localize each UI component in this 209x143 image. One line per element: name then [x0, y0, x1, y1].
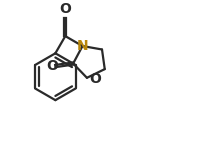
Text: O: O: [47, 59, 59, 73]
Text: N: N: [77, 39, 88, 53]
Text: O: O: [89, 72, 101, 86]
Text: O: O: [59, 2, 71, 16]
